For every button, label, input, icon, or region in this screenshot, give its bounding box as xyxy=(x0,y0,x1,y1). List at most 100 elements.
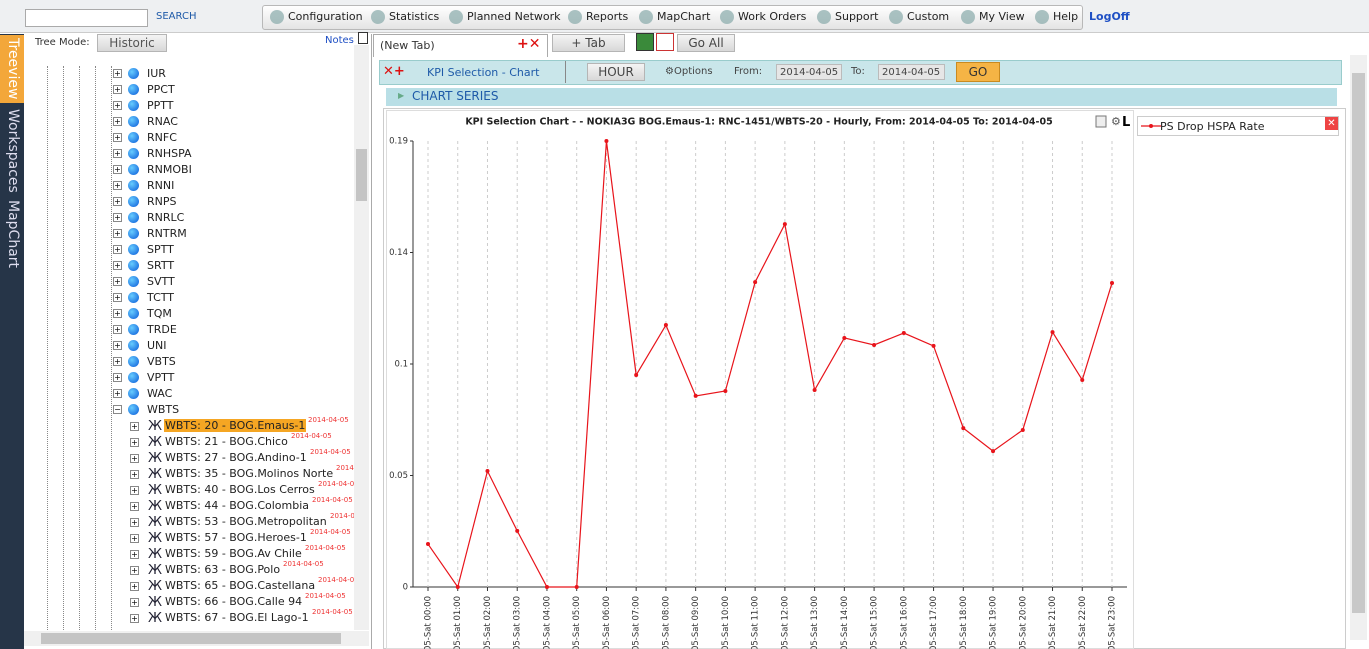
node-label[interactable]: RNTRM xyxy=(147,227,187,240)
scroll-thumb[interactable] xyxy=(356,149,367,201)
node-label[interactable]: SVTT xyxy=(147,275,175,288)
child-label[interactable]: WBTS: 65 - BOG.Castellana xyxy=(165,579,316,592)
expander[interactable]: + xyxy=(130,534,139,543)
menu-item[interactable]: My View xyxy=(979,10,1025,23)
expander[interactable]: + xyxy=(113,389,122,398)
expander[interactable]: + xyxy=(113,357,122,366)
main-vscroll[interactable] xyxy=(1350,55,1367,640)
tab-controls[interactable]: +✕ xyxy=(517,36,541,52)
child-label[interactable]: WBTS: 40 - BOG.Los Cerros xyxy=(165,483,315,496)
child-label[interactable]: WBTS: 21 - BOG.Chico xyxy=(165,435,288,448)
child-label[interactable]: WBTS: 67 - BOG.El Lago-1 xyxy=(165,611,309,624)
chart-series-label[interactable]: CHART SERIES xyxy=(412,89,499,103)
notes[interactable]: Notes xyxy=(325,35,354,46)
child-label[interactable]: WBTS: 57 - BOG.Heroes-1 xyxy=(165,531,307,544)
node-label[interactable]: RNNI xyxy=(147,179,175,192)
notes-icon[interactable] xyxy=(358,32,368,44)
expander[interactable]: + xyxy=(113,165,122,174)
expander[interactable]: + xyxy=(130,518,139,527)
node-label[interactable]: TCTT xyxy=(147,291,175,304)
search-button[interactable]: SEARCH xyxy=(156,11,197,22)
expander[interactable]: + xyxy=(130,598,139,607)
expander[interactable]: + xyxy=(113,293,122,302)
menu-item[interactable]: Work Orders xyxy=(738,10,807,23)
node-label[interactable]: WBTS xyxy=(147,403,180,416)
tree-mode-value[interactable]: Historic xyxy=(97,34,167,52)
node-label[interactable]: VPTT xyxy=(147,371,175,384)
side-tab[interactable]: Workspaces xyxy=(0,106,24,196)
expander[interactable]: + xyxy=(113,309,122,318)
node-label[interactable]: RNPS xyxy=(147,195,177,208)
period-button[interactable]: HOUR xyxy=(587,63,645,81)
child-label[interactable]: WBTS: 20 - BOG.Emaus-1 xyxy=(164,419,307,432)
node-label[interactable]: UNI xyxy=(147,339,167,352)
expander[interactable]: + xyxy=(130,550,139,559)
tab-current[interactable]: (New Tab) xyxy=(373,34,548,57)
child-label[interactable]: WBTS: 44 - BOG.Colombia xyxy=(165,499,310,512)
node-label[interactable]: TRDE xyxy=(147,323,177,336)
scroll-thumb[interactable] xyxy=(41,633,341,644)
node-label[interactable]: SRTT xyxy=(147,259,175,272)
expander[interactable]: + xyxy=(113,325,122,334)
expander[interactable]: + xyxy=(113,261,122,270)
scroll-thumb[interactable] xyxy=(1352,73,1365,613)
node-label[interactable]: TQM xyxy=(147,307,172,320)
expander[interactable]: + xyxy=(113,117,122,126)
menu-item[interactable]: Reports xyxy=(586,10,629,23)
menu-item[interactable]: Planned Network xyxy=(467,10,561,23)
menu-icon[interactable] xyxy=(371,10,385,24)
expander[interactable]: + xyxy=(113,213,122,222)
logoff[interactable]: LogOff xyxy=(1089,10,1130,23)
expander[interactable]: + xyxy=(130,470,139,479)
node-label[interactable]: RNMOBI xyxy=(147,163,192,176)
expander[interactable]: − xyxy=(113,405,122,414)
menu-icon[interactable] xyxy=(449,10,463,24)
menu-icon[interactable] xyxy=(270,10,284,24)
menu-icon[interactable] xyxy=(889,10,903,24)
expander[interactable]: + xyxy=(130,438,139,447)
expander[interactable]: + xyxy=(113,197,122,206)
go-all[interactable]: Go All xyxy=(677,34,735,52)
search-input[interactable] xyxy=(25,9,148,27)
expander[interactable]: + xyxy=(113,69,122,78)
legend-toggle[interactable]: L xyxy=(1122,115,1130,130)
node-label[interactable]: RNRLC xyxy=(147,211,185,224)
expander[interactable]: + xyxy=(130,422,139,431)
pdf-icon[interactable] xyxy=(656,33,674,51)
menu-item[interactable]: Support xyxy=(835,10,879,23)
options[interactable]: Options xyxy=(673,66,713,77)
expander[interactable]: + xyxy=(113,101,122,110)
go-button[interactable]: GO xyxy=(956,62,1000,82)
menu-item[interactable]: Configuration xyxy=(288,10,363,23)
menu-icon[interactable] xyxy=(720,10,734,24)
tree-vscroll[interactable] xyxy=(354,45,369,630)
menu-icon[interactable] xyxy=(1035,10,1049,24)
side-tab[interactable]: Treeview xyxy=(0,35,24,103)
menu-item[interactable]: Help xyxy=(1053,10,1079,23)
node-label[interactable]: RNFC xyxy=(147,131,177,144)
expander[interactable]: + xyxy=(113,373,122,382)
menu-item[interactable]: Statistics xyxy=(389,10,440,23)
child-label[interactable]: WBTS: 27 - BOG.Andino-1 xyxy=(165,451,307,464)
child-label[interactable]: WBTS: 53 - BOG.Metropolitan xyxy=(165,515,327,528)
expander[interactable]: + xyxy=(130,566,139,575)
node-label[interactable]: VBTS xyxy=(147,355,176,368)
node-label[interactable]: PPTT xyxy=(147,99,174,112)
side-tab[interactable]: MapChart xyxy=(0,198,24,270)
node-label[interactable]: RNHSPA xyxy=(147,147,192,160)
expander[interactable]: + xyxy=(130,502,139,511)
child-label[interactable]: WBTS: 63 - BOG.Polo xyxy=(165,563,281,576)
node-label[interactable]: RNAC xyxy=(147,115,178,128)
tab-add[interactable]: + Tab xyxy=(552,34,625,52)
expander[interactable]: + xyxy=(113,133,122,142)
expander[interactable]: + xyxy=(130,486,139,495)
node-label[interactable]: PPCT xyxy=(147,83,175,96)
expander[interactable]: + xyxy=(113,341,122,350)
node-label[interactable]: WAC xyxy=(147,387,173,400)
child-label[interactable]: WBTS: 66 - BOG.Calle 94 xyxy=(165,595,303,608)
tree-hscroll[interactable] xyxy=(24,631,369,646)
expander[interactable]: + xyxy=(113,245,122,254)
node-label[interactable]: IUR xyxy=(147,67,166,80)
expander[interactable]: + xyxy=(113,277,122,286)
child-label[interactable]: WBTS: 35 - BOG.Molinos Norte xyxy=(165,467,334,480)
